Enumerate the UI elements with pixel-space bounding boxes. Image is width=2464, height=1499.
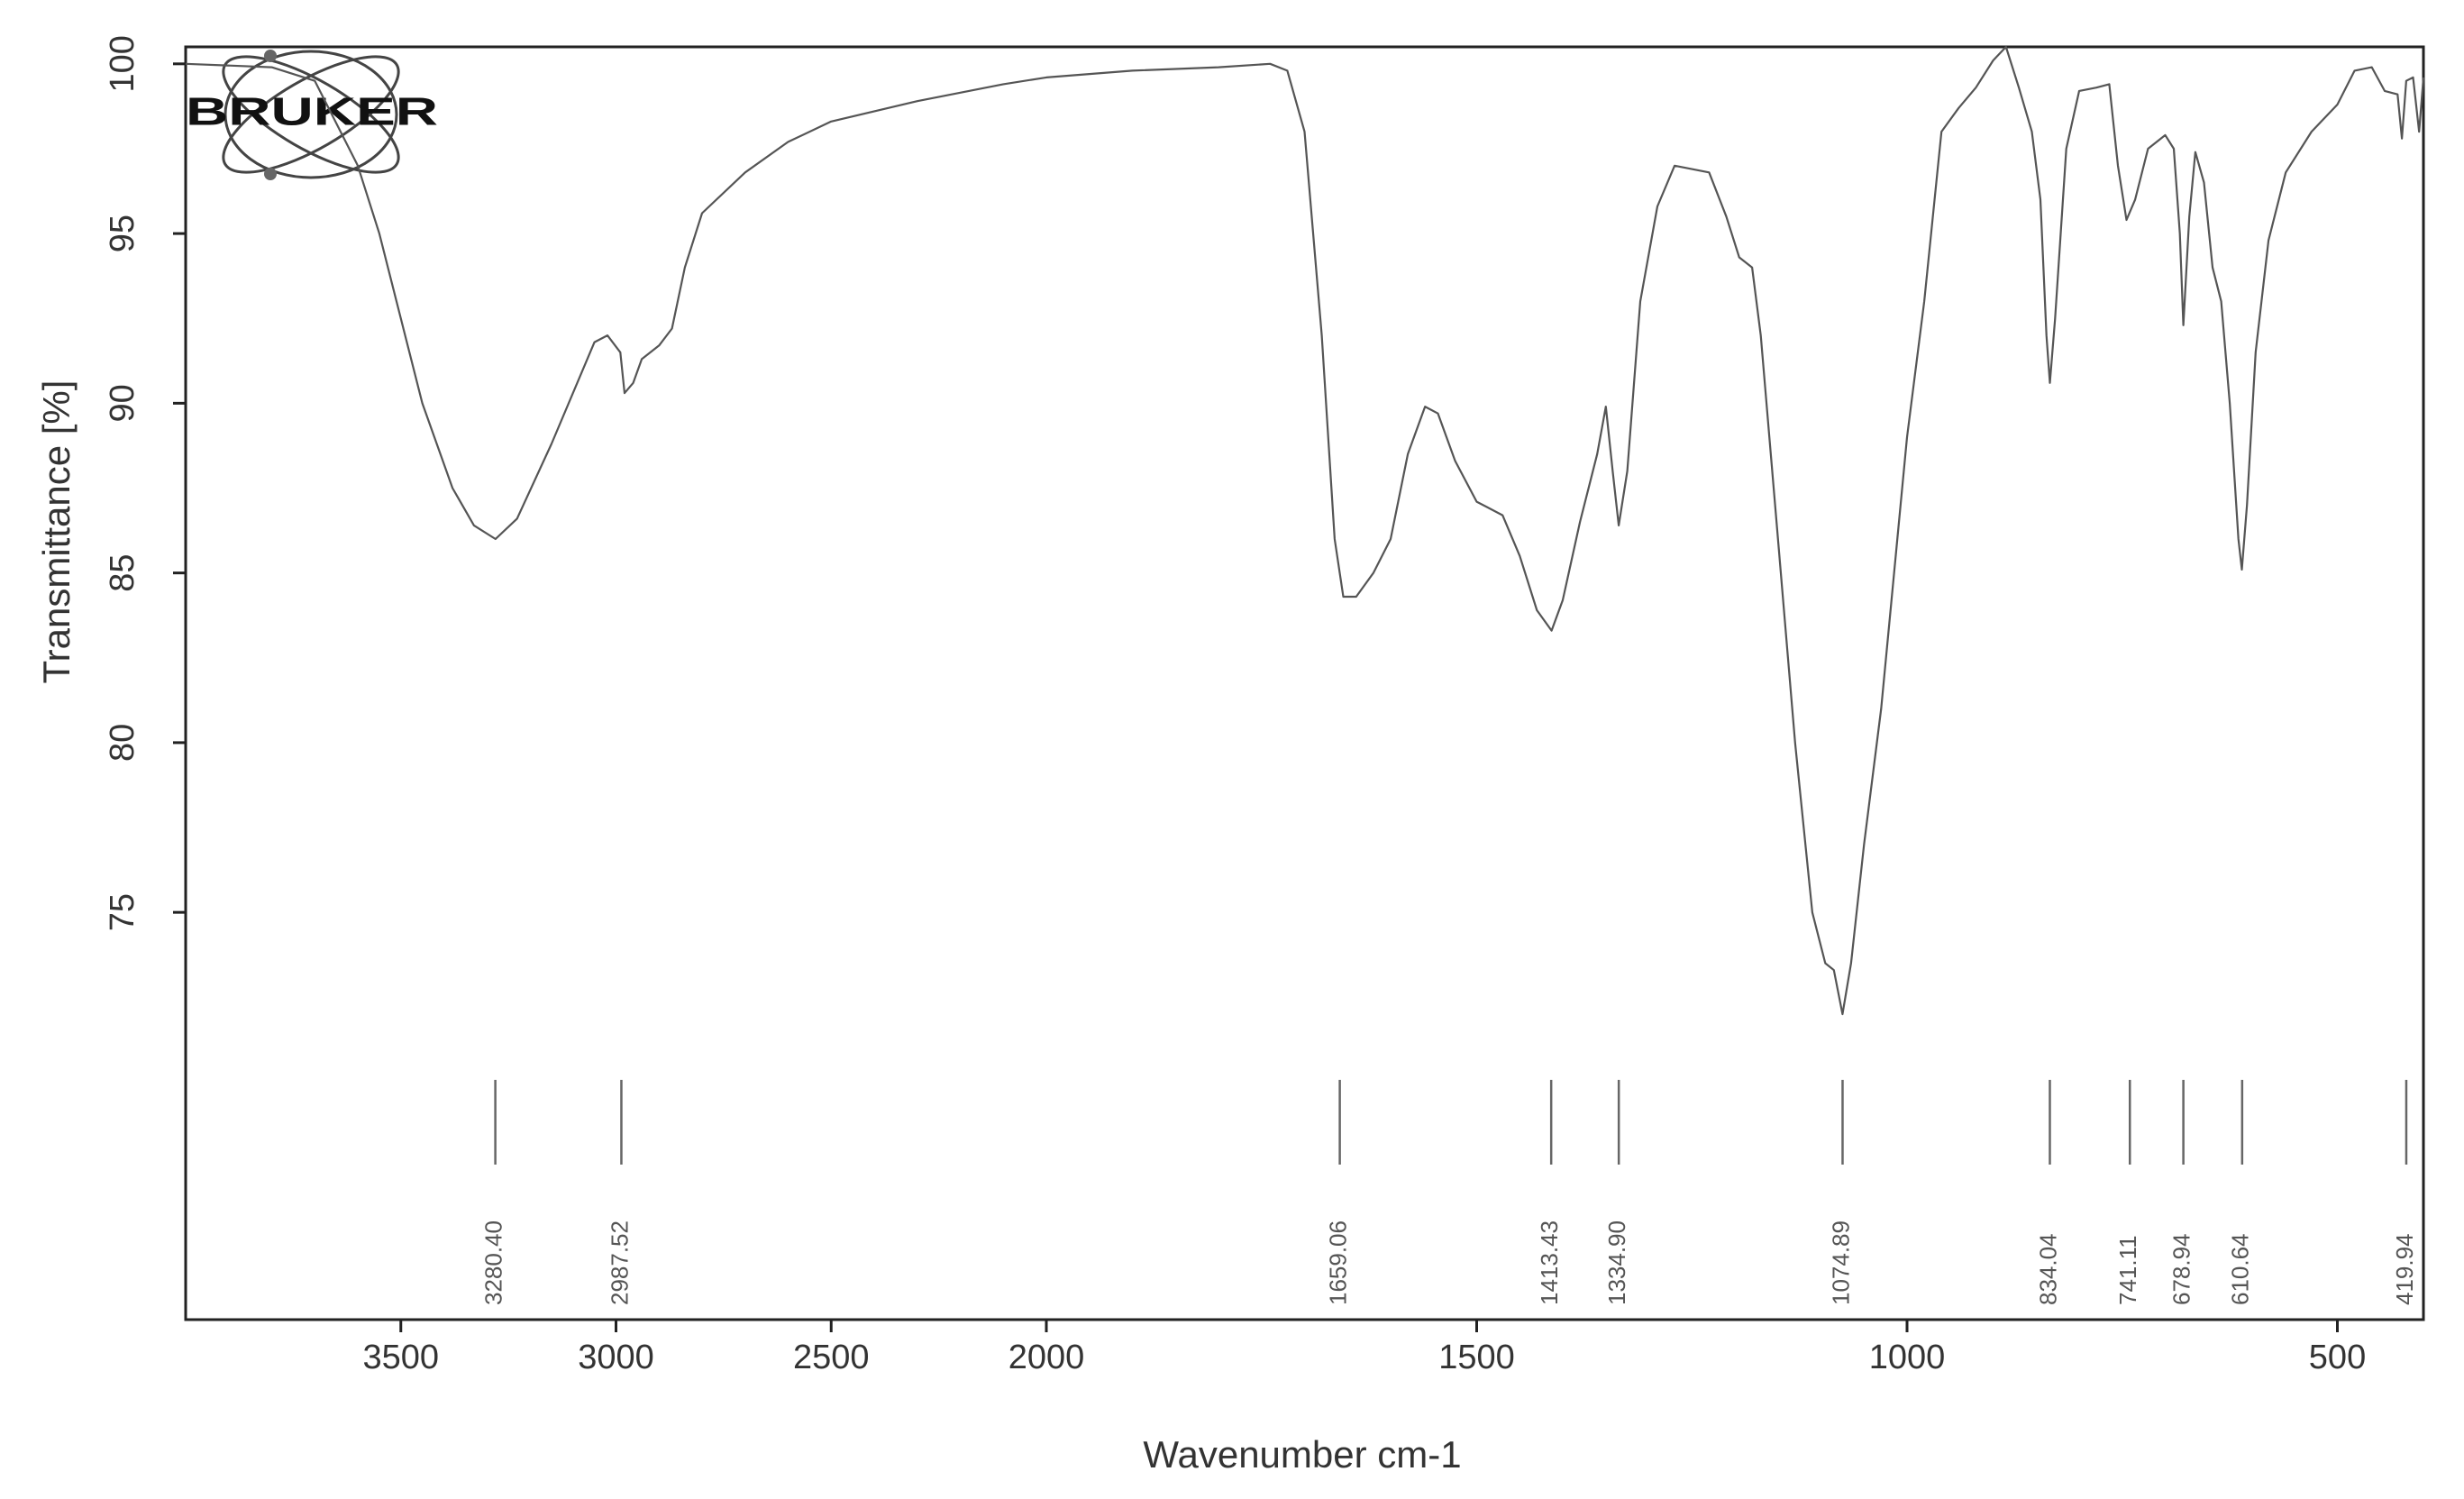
peak-label: 3280.40: [479, 1220, 506, 1305]
peak-label: 2987.52: [606, 1220, 633, 1305]
x-tick-label: 1500: [1438, 1339, 1515, 1376]
y-tick-label: 85: [104, 553, 141, 591]
y-tick-label: 80: [104, 724, 141, 762]
spectrum-line: [185, 45, 2425, 1016]
logo: BRUKER: [186, 50, 438, 180]
plot-frame: [184, 45, 2425, 1321]
y-tick-label: 95: [104, 215, 141, 252]
x-axis-title: Wavenumber cm-1: [1143, 1433, 1461, 1476]
logo-orbit: [222, 55, 400, 174]
logo-text: BRUKER: [186, 90, 438, 134]
peak-label: 419.94: [2391, 1233, 2418, 1305]
peak-label: 1334.90: [1603, 1220, 1630, 1305]
x-tick-label: 3000: [578, 1339, 654, 1376]
peak-label: 1074.89: [1827, 1220, 1854, 1305]
x-tick-label: 1000: [1869, 1339, 1946, 1376]
peak-label: 834.04: [2034, 1233, 2061, 1305]
y-tick-label: 100: [104, 35, 141, 92]
peak-label: 678.94: [2167, 1233, 2195, 1305]
x-tick-label: 2500: [793, 1339, 870, 1376]
logo-dot: [264, 50, 277, 62]
peak-label: 1413.43: [1536, 1220, 1563, 1305]
y-tick-label: 75: [104, 893, 141, 931]
peak-label: 1659.06: [1324, 1220, 1351, 1305]
logo-orbit: [224, 50, 398, 179]
peak-label: 610.64: [2227, 1233, 2254, 1305]
peak-label: 741.11: [2114, 1235, 2141, 1305]
x-tick-label: 3500: [362, 1339, 439, 1376]
y-tick-label: 90: [104, 384, 141, 422]
logo-dot: [264, 168, 277, 180]
y-axis-title: Transmittance [%]: [35, 380, 78, 684]
x-tick-label: 2000: [1008, 1339, 1085, 1376]
x-tick-label: 500: [2309, 1339, 2366, 1376]
